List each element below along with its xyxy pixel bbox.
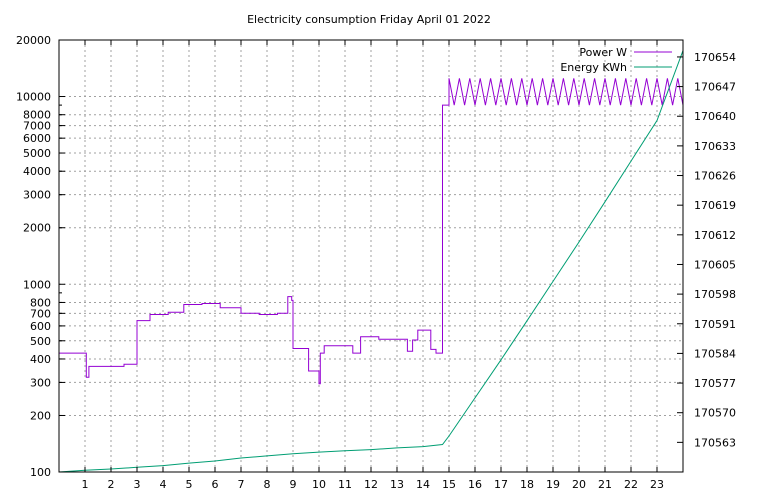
y2-tick-label: 170577	[694, 377, 736, 390]
y-tick-label: 8000	[23, 109, 51, 122]
x-tick-label: 11	[338, 478, 352, 491]
x-tick-label: 22	[624, 478, 638, 491]
legend-label: Energy KWh	[560, 61, 627, 74]
x-tick-label: 7	[238, 478, 245, 491]
y-tick-label: 300	[30, 376, 51, 389]
x-tick-label: 19	[546, 478, 560, 491]
y2-tick-label: 170563	[694, 436, 736, 449]
x-tick-label: 9	[290, 478, 297, 491]
y-tick-label: 20000	[16, 34, 51, 47]
chart-title: Electricity consumption Friday April 01 …	[247, 13, 491, 26]
y-tick-label: 6000	[23, 132, 51, 145]
y-tick-label: 2000	[23, 222, 51, 235]
x-tick-label: 14	[416, 478, 430, 491]
y2-tick-label: 170640	[694, 110, 736, 123]
y-tick-label: 7000	[23, 120, 51, 133]
x-tick-label: 8	[264, 478, 271, 491]
axis-layer: 1 2 3 4 5 6 7 8 9 10 11 12 13 14 15 16 17 18 19 20 21 22 23100…	[16, 34, 736, 491]
y2-tick-label: 170605	[694, 258, 736, 271]
x-tick-label: 13	[390, 478, 404, 491]
energy-series-line	[58, 50, 684, 473]
x-tick-label: 18	[520, 478, 534, 491]
y-tick-label: 3000	[23, 189, 51, 202]
y2-tick-label: 170654	[694, 51, 736, 64]
y2-tick-label: 170633	[694, 140, 736, 153]
series-layer	[58, 50, 684, 473]
y-tick-label: 500	[30, 335, 51, 348]
x-tick-label: 5	[186, 478, 193, 491]
y2-tick-label: 170570	[694, 407, 736, 420]
x-tick-label: 17	[494, 478, 508, 491]
y-tick-label: 5000	[23, 147, 51, 160]
y-tick-label: 1000	[23, 278, 51, 291]
grid-layer	[59, 40, 683, 472]
x-tick-label: 21	[598, 478, 612, 491]
x-tick-label: 10	[312, 478, 326, 491]
x-tick-label: 3	[134, 478, 141, 491]
x-tick-label: 20	[572, 478, 586, 491]
y-tick-label: 200	[30, 409, 51, 422]
y-tick-label: 800	[30, 296, 51, 309]
x-tick-label: 12	[364, 478, 378, 491]
x-tick-label: 16	[468, 478, 482, 491]
x-tick-label: 23	[650, 478, 664, 491]
power-series-line	[59, 78, 684, 385]
x-tick-label: 6	[212, 478, 219, 491]
y-tick-label: 600	[30, 320, 51, 333]
x-tick-label: 4	[160, 478, 167, 491]
x-tick-label: 2	[108, 478, 115, 491]
y-tick-label: 4000	[23, 165, 51, 178]
y-tick-label: 10000	[16, 91, 51, 104]
legend: Power W Energy KWh	[560, 46, 672, 74]
y-tick-label: 400	[30, 353, 51, 366]
y2-tick-label: 170626	[694, 170, 736, 183]
x-tick-label: 1	[82, 478, 89, 491]
x-tick-label: 15	[442, 478, 456, 491]
legend-label: Power W	[579, 46, 627, 59]
y-tick-label: 700	[30, 307, 51, 320]
y2-tick-label: 170584	[694, 347, 736, 360]
y2-tick-label: 170598	[694, 288, 736, 301]
y2-tick-label: 170591	[694, 318, 736, 331]
y2-tick-label: 170619	[694, 199, 736, 212]
y2-tick-label: 170612	[694, 229, 736, 242]
y2-tick-label: 170647	[694, 81, 736, 94]
y-tick-label: 100	[30, 466, 51, 479]
